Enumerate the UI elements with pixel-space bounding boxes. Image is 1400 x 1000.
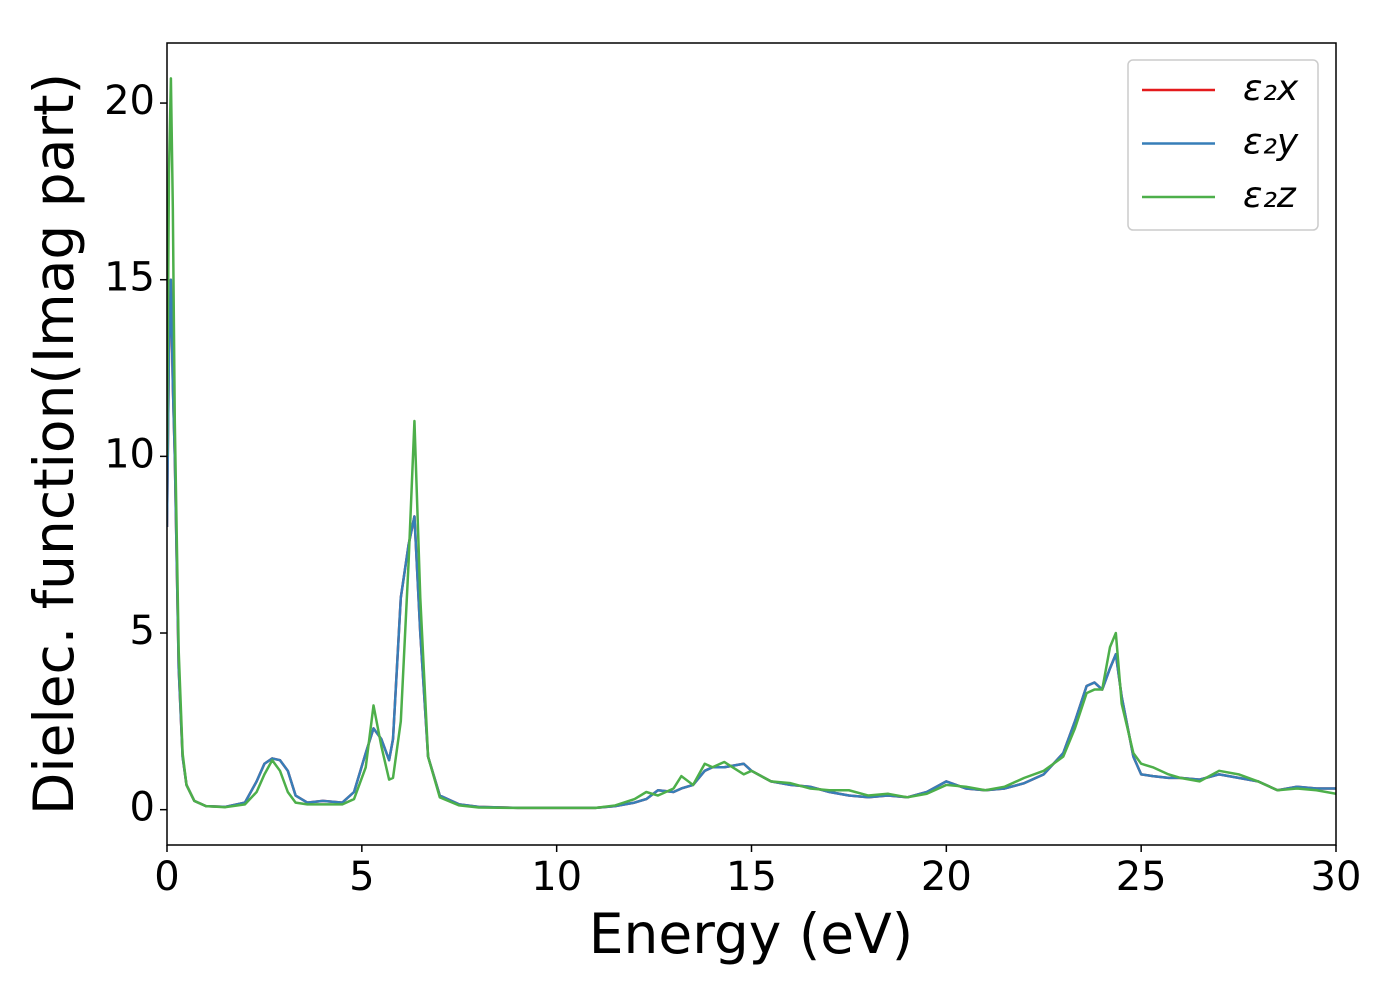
y-tick-label: 10 — [104, 431, 155, 477]
y-tick-label: 20 — [104, 78, 155, 124]
plot-frame — [166, 42, 1337, 846]
x-tick-label: 25 — [1116, 854, 1167, 900]
legend-box — [1127, 59, 1319, 231]
legend-label: ε₂y — [1243, 122, 1299, 163]
y-tick-label: 15 — [104, 255, 155, 301]
x-tick-label: 30 — [1311, 854, 1362, 900]
legend-label: ε₂x — [1243, 68, 1299, 109]
x-axis-label: Energy (eV) — [589, 902, 913, 966]
y-tick-label: 0 — [130, 785, 155, 831]
series-line — [167, 278, 1336, 810]
y-tick-label: 5 — [130, 608, 155, 654]
x-tick-label: 0 — [154, 854, 179, 900]
series-line — [167, 77, 1336, 810]
x-tick-label: 20 — [921, 854, 972, 900]
y-axis-label: Dielec. function(Imag part) — [22, 73, 86, 815]
x-tick-label: 5 — [349, 854, 374, 900]
legend-label: ε₂z — [1243, 175, 1297, 216]
x-tick-label: 10 — [531, 854, 582, 900]
x-tick-label: 15 — [726, 854, 777, 900]
